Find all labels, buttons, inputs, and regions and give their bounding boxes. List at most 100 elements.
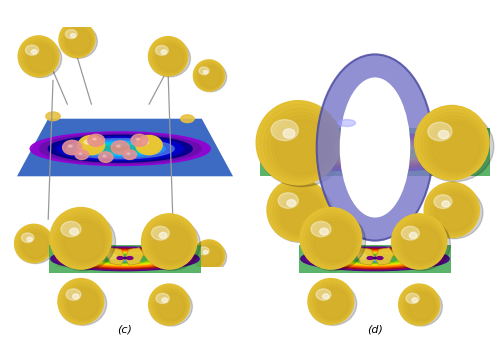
Ellipse shape: [424, 116, 484, 174]
Ellipse shape: [374, 257, 376, 259]
Ellipse shape: [275, 120, 330, 174]
Ellipse shape: [396, 219, 444, 266]
Ellipse shape: [311, 221, 331, 237]
Ellipse shape: [160, 230, 188, 259]
Ellipse shape: [152, 226, 170, 240]
Ellipse shape: [98, 152, 113, 162]
Ellipse shape: [424, 182, 480, 237]
Ellipse shape: [324, 251, 426, 267]
Ellipse shape: [59, 22, 95, 58]
Ellipse shape: [152, 40, 186, 74]
Ellipse shape: [142, 214, 197, 269]
Ellipse shape: [96, 254, 154, 263]
Ellipse shape: [58, 216, 107, 264]
Ellipse shape: [322, 294, 329, 299]
Ellipse shape: [149, 40, 190, 77]
Ellipse shape: [56, 243, 92, 276]
Ellipse shape: [158, 46, 183, 71]
Ellipse shape: [58, 279, 104, 324]
Ellipse shape: [59, 22, 95, 58]
Polygon shape: [300, 245, 450, 273]
Ellipse shape: [429, 187, 476, 235]
Ellipse shape: [392, 214, 447, 269]
Ellipse shape: [62, 283, 102, 322]
Ellipse shape: [316, 55, 434, 240]
Text: (b): (b): [367, 255, 383, 265]
Ellipse shape: [162, 232, 188, 258]
Ellipse shape: [414, 106, 489, 180]
Ellipse shape: [398, 284, 440, 325]
Ellipse shape: [39, 133, 201, 164]
Ellipse shape: [268, 184, 334, 243]
Polygon shape: [50, 245, 201, 273]
Ellipse shape: [158, 229, 189, 260]
Text: (a): (a): [117, 255, 133, 265]
Ellipse shape: [93, 144, 147, 154]
Ellipse shape: [18, 36, 59, 77]
Ellipse shape: [348, 147, 403, 157]
Ellipse shape: [116, 145, 120, 147]
Ellipse shape: [136, 138, 140, 140]
Ellipse shape: [161, 50, 166, 54]
Ellipse shape: [155, 225, 191, 261]
Ellipse shape: [126, 257, 133, 259]
Ellipse shape: [268, 112, 334, 178]
Ellipse shape: [117, 257, 123, 259]
Ellipse shape: [20, 229, 50, 260]
Ellipse shape: [70, 228, 78, 235]
Ellipse shape: [66, 29, 77, 39]
Ellipse shape: [308, 282, 356, 326]
Ellipse shape: [150, 287, 192, 326]
Ellipse shape: [194, 240, 224, 271]
Ellipse shape: [156, 46, 168, 55]
Ellipse shape: [80, 251, 170, 266]
Ellipse shape: [308, 216, 357, 264]
Ellipse shape: [267, 179, 330, 241]
Ellipse shape: [428, 122, 452, 141]
Ellipse shape: [156, 292, 186, 321]
Ellipse shape: [372, 146, 378, 149]
Ellipse shape: [50, 208, 112, 269]
Ellipse shape: [196, 243, 223, 270]
Ellipse shape: [274, 135, 476, 170]
Ellipse shape: [152, 224, 192, 263]
Ellipse shape: [75, 150, 88, 159]
Text: (c): (c): [118, 324, 132, 334]
Ellipse shape: [312, 249, 438, 269]
Ellipse shape: [15, 227, 56, 263]
Ellipse shape: [194, 240, 224, 271]
Ellipse shape: [55, 240, 90, 275]
Polygon shape: [356, 248, 394, 265]
Ellipse shape: [159, 232, 167, 238]
Ellipse shape: [364, 257, 386, 261]
Ellipse shape: [292, 138, 458, 167]
Ellipse shape: [60, 245, 87, 273]
Ellipse shape: [19, 39, 61, 78]
Ellipse shape: [60, 24, 98, 58]
Ellipse shape: [16, 226, 52, 262]
Ellipse shape: [66, 287, 99, 320]
Ellipse shape: [20, 38, 58, 76]
Ellipse shape: [432, 190, 476, 233]
Ellipse shape: [287, 200, 296, 206]
Ellipse shape: [404, 289, 436, 322]
Ellipse shape: [60, 281, 102, 323]
Ellipse shape: [50, 208, 112, 269]
Ellipse shape: [442, 201, 450, 207]
Ellipse shape: [301, 247, 449, 271]
Ellipse shape: [156, 228, 194, 262]
Ellipse shape: [398, 284, 440, 325]
Ellipse shape: [271, 120, 298, 141]
Ellipse shape: [75, 140, 165, 157]
Ellipse shape: [272, 116, 332, 176]
Ellipse shape: [194, 60, 224, 91]
Ellipse shape: [399, 221, 442, 265]
Ellipse shape: [426, 185, 478, 236]
Ellipse shape: [267, 179, 330, 241]
Ellipse shape: [416, 111, 494, 181]
Ellipse shape: [356, 149, 394, 155]
Ellipse shape: [124, 257, 126, 259]
Ellipse shape: [144, 216, 196, 268]
Ellipse shape: [406, 292, 436, 321]
Ellipse shape: [163, 234, 186, 257]
